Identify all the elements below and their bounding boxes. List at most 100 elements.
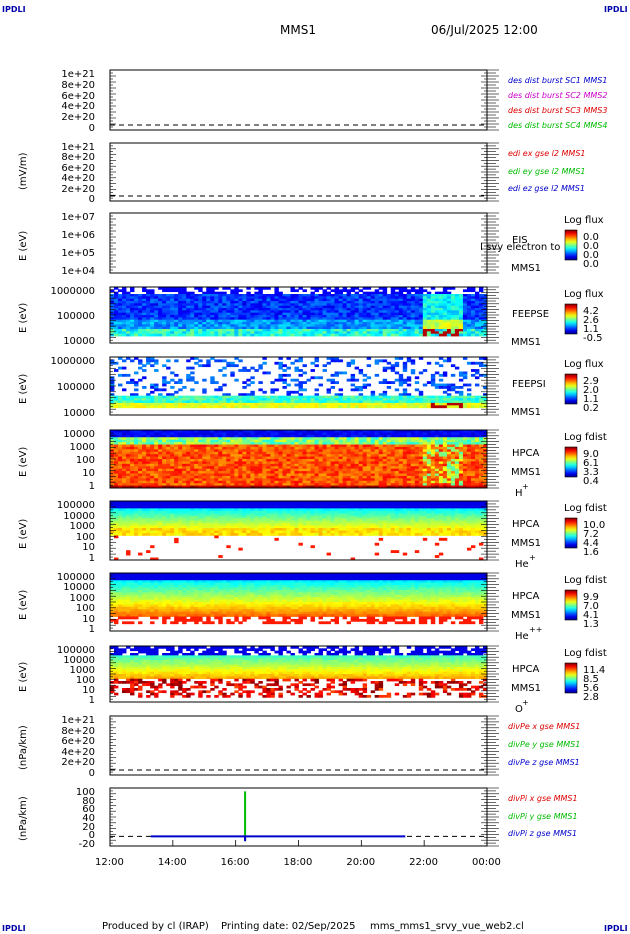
heatmap-cell	[246, 331, 251, 335]
heatmap-cell	[286, 398, 291, 401]
heatmap-cell	[146, 439, 151, 443]
heatmap-cell	[474, 308, 480, 311]
heatmap-cell	[250, 446, 255, 450]
heatmap-cell	[238, 473, 243, 477]
y-tick-label: 0	[88, 768, 95, 779]
heatmap-cell	[278, 446, 283, 450]
heatmap-cell	[362, 463, 368, 467]
heatmap-cell	[390, 366, 396, 370]
heatmap-cell	[130, 331, 135, 335]
heatmap-cell	[154, 471, 159, 474]
heatmap-cell	[430, 329, 436, 332]
heatmap-cell	[230, 291, 235, 295]
heatmap-cell	[414, 329, 420, 332]
heatmap-cell	[466, 296, 472, 300]
heatmap-cell	[230, 294, 235, 297]
heatmap-cell	[138, 402, 143, 406]
heatmap-cell	[310, 322, 315, 325]
heatmap-cell	[134, 294, 139, 297]
heatmap-cell	[214, 303, 219, 307]
heatmap-cell	[454, 301, 460, 304]
heatmap-cell	[302, 303, 307, 307]
heatmap-cell	[434, 400, 440, 404]
heatmap-cell	[362, 402, 368, 406]
heatmap-cell	[274, 303, 279, 307]
heatmap-cell	[394, 451, 400, 455]
heatmap-cell	[226, 310, 231, 314]
heatmap-cell	[170, 329, 175, 332]
heatmap-cell	[474, 329, 480, 332]
heatmap-cell	[170, 317, 175, 321]
heatmap-cell	[154, 305, 159, 309]
heatmap-cell	[162, 400, 167, 404]
heatmap-cell	[394, 305, 400, 309]
heatmap-cell	[482, 386, 488, 389]
heatmap-cell	[150, 454, 155, 457]
heatmap-cell	[142, 301, 147, 304]
heatmap-cell	[246, 378, 251, 382]
heatmap-cell	[434, 310, 440, 314]
heatmap-cell	[338, 331, 344, 335]
heatmap-cell	[394, 388, 400, 392]
heatmap-cell	[478, 289, 484, 293]
heatmap-cell	[442, 289, 448, 293]
heatmap-cell	[202, 432, 207, 436]
heatmap-cell	[262, 485, 267, 489]
heatmap-cell	[334, 291, 340, 295]
heatmap-cell	[346, 459, 352, 462]
heatmap-cell	[378, 439, 384, 443]
heatmap-cell	[230, 434, 235, 438]
heatmap-cell	[210, 378, 215, 382]
heatmap-cell	[110, 289, 115, 293]
heatmap-cell	[134, 400, 139, 404]
heatmap-cell	[406, 301, 412, 304]
heatmap-cell	[394, 312, 400, 316]
heatmap-cell	[326, 446, 331, 450]
heatmap-cell	[178, 294, 183, 297]
heatmap-cell	[178, 466, 183, 470]
heatmap-cell	[122, 303, 127, 307]
heatmap-cell	[122, 398, 127, 401]
heatmap-cell	[258, 333, 263, 337]
heatmap-cell	[446, 315, 452, 318]
heatmap-cell	[146, 331, 151, 335]
heatmap-cell	[370, 310, 376, 314]
heatmap-cell	[302, 463, 307, 467]
heatmap-cell	[298, 434, 303, 438]
heatmap-cell	[394, 473, 400, 477]
heatmap-cell	[338, 289, 344, 293]
heatmap-cell	[222, 473, 227, 477]
heatmap-cell	[182, 402, 187, 406]
heatmap-cell	[314, 303, 319, 307]
heatmap-cell	[198, 402, 203, 406]
heatmap-cell	[134, 442, 139, 445]
heatmap-cell	[434, 383, 440, 387]
heatmap-cell	[330, 432, 335, 436]
heatmap-cell	[334, 442, 340, 445]
heatmap-cell	[278, 361, 283, 365]
heatmap-cell	[174, 310, 179, 314]
heatmap-cell	[190, 439, 195, 443]
heatmap-cell	[298, 322, 303, 325]
heatmap-cell	[154, 430, 159, 433]
heatmap-cell	[258, 471, 263, 474]
heatmap-cell	[438, 331, 444, 335]
heatmap-cell	[194, 466, 199, 470]
heatmap-cell	[350, 373, 356, 377]
heatmap-cell	[330, 478, 335, 482]
heatmap-cell	[334, 480, 340, 484]
heatmap-cell	[306, 296, 311, 300]
heatmap-cell	[390, 319, 396, 323]
heatmap-cell	[222, 395, 227, 399]
heatmap-cell	[298, 287, 303, 290]
heatmap-cell	[406, 483, 412, 486]
heatmap-cell	[110, 303, 115, 307]
heatmap-cell	[142, 369, 147, 372]
heatmap-cell	[334, 463, 340, 467]
heatmap-cell	[210, 449, 215, 453]
heatmap-cell	[458, 310, 464, 314]
heatmap-cell	[238, 439, 243, 443]
heatmap-cell	[178, 333, 183, 337]
heatmap-cell	[330, 357, 335, 360]
heatmap-cell	[122, 301, 127, 304]
